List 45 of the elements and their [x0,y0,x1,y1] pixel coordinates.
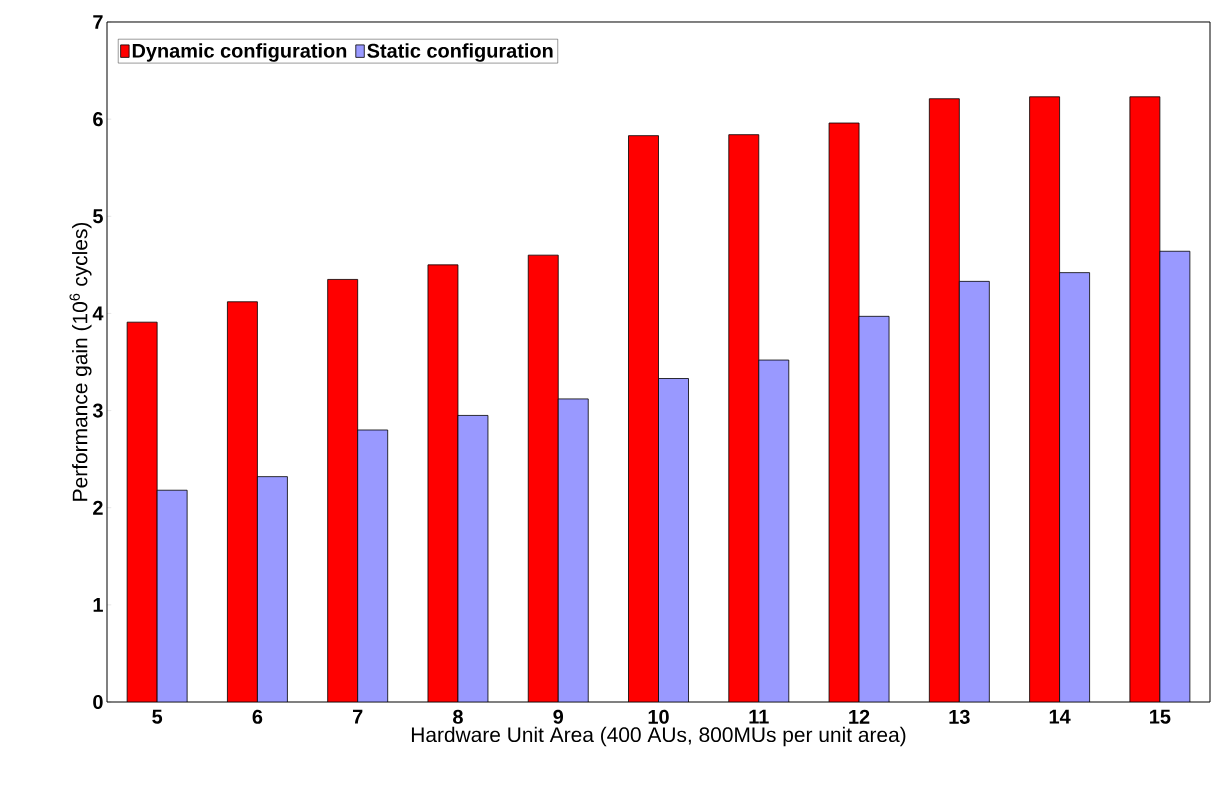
bar [427,264,458,702]
bar [758,360,789,702]
x-tick-label: 5 [152,709,163,724]
bar [528,255,559,702]
legend-label: Static configuration [367,43,553,62]
x-tick-label: 13 [949,709,970,724]
y-axis-title: Performance gain (10$^{6}$ cycles) [69,222,92,501]
y-tick-label: 0 [93,694,103,710]
y-tick-label: 7 [93,15,103,29]
y-tick-label: 2 [93,500,103,515]
bar [1059,272,1090,702]
bar [628,135,659,702]
x-tick-label: 9 [553,709,564,724]
bar [257,476,288,702]
x-tick-label: 14 [1049,709,1071,724]
bar [157,490,188,702]
bar [658,378,689,702]
bar [127,322,158,702]
bar [829,123,860,702]
bar [1029,96,1060,702]
x-tick-label: 6 [252,709,263,724]
bar [1129,96,1161,702]
bar [327,279,358,702]
bar [1159,250,1191,702]
bar [558,398,589,702]
legend-label: Dynamic configuration [132,43,347,62]
bar [357,430,388,702]
x-tick-label: 15 [1150,709,1171,724]
x-tick-label: 8 [453,709,463,724]
bar [929,98,960,702]
bar [728,134,759,702]
x-tick-label: 7 [353,709,363,724]
y-tick-label: 4 [92,306,104,321]
bar [457,415,488,702]
y-tick-label: 5 [93,209,103,224]
x-tick-label: 12 [849,709,870,724]
x-axis-title: Hardware Unit Area (400 AUs, 800MUs per unit area) [411,726,906,747]
bar [959,281,990,702]
bar [227,301,258,702]
y-tick-label: 1 [93,598,103,612]
y-tick-label: 6 [93,112,103,127]
bar [859,316,890,702]
y-tick-label: 3 [92,403,103,418]
x-tick-label: 11 [749,709,769,724]
x-tick-label: 10 [648,709,669,724]
